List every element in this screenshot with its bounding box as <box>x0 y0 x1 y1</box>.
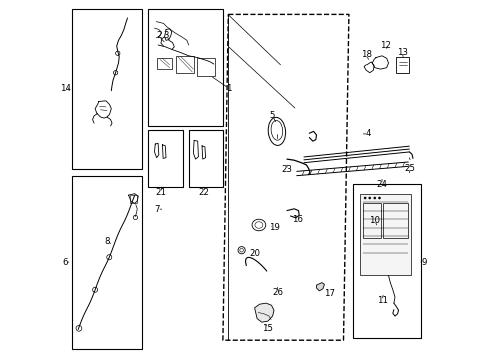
Text: 11: 11 <box>376 296 386 305</box>
Bar <box>197 58 215 76</box>
Text: 6: 6 <box>62 258 68 266</box>
Circle shape <box>92 287 98 292</box>
Bar <box>188 130 223 187</box>
Text: 10: 10 <box>368 216 380 225</box>
Bar <box>130 195 136 203</box>
Bar <box>382 203 407 238</box>
Text: 4: 4 <box>365 129 371 138</box>
Circle shape <box>363 197 366 199</box>
Bar <box>148 130 183 187</box>
Circle shape <box>239 248 243 252</box>
Polygon shape <box>316 283 324 291</box>
Text: 2: 2 <box>156 31 161 40</box>
Text: 17: 17 <box>323 289 334 298</box>
Text: 20: 20 <box>248 249 260 258</box>
Text: 21: 21 <box>155 188 166 197</box>
Text: 26: 26 <box>271 288 283 297</box>
Text: 12: 12 <box>379 40 390 49</box>
Text: 5: 5 <box>269 111 275 120</box>
Text: 8: 8 <box>104 237 109 246</box>
Circle shape <box>76 325 81 331</box>
Ellipse shape <box>254 222 263 228</box>
Circle shape <box>106 255 112 260</box>
Text: 7: 7 <box>154 205 160 214</box>
Text: 14: 14 <box>60 84 71 93</box>
Bar <box>157 58 171 69</box>
Bar <box>148 9 223 126</box>
Polygon shape <box>254 303 273 322</box>
Text: 3: 3 <box>163 31 168 40</box>
Circle shape <box>378 197 380 199</box>
Bar <box>395 57 408 73</box>
Text: 16: 16 <box>292 215 303 224</box>
Circle shape <box>133 215 137 220</box>
Circle shape <box>115 51 120 55</box>
Circle shape <box>113 71 118 75</box>
Text: 15: 15 <box>262 324 273 333</box>
Bar <box>352 184 420 338</box>
Text: 24: 24 <box>376 180 386 189</box>
Bar <box>72 9 142 169</box>
Ellipse shape <box>270 121 282 140</box>
Text: 25: 25 <box>404 164 415 173</box>
Text: 22: 22 <box>198 188 209 197</box>
Bar <box>176 56 194 73</box>
Text: 23: 23 <box>281 165 292 174</box>
Text: 1: 1 <box>225 84 231 93</box>
Bar <box>359 194 410 275</box>
Text: 9: 9 <box>420 258 426 266</box>
Circle shape <box>368 197 370 199</box>
Text: 18: 18 <box>360 50 371 59</box>
Bar <box>72 176 142 349</box>
Bar <box>362 203 380 238</box>
Circle shape <box>373 197 375 199</box>
Text: 19: 19 <box>268 223 279 232</box>
Text: 13: 13 <box>396 48 407 57</box>
